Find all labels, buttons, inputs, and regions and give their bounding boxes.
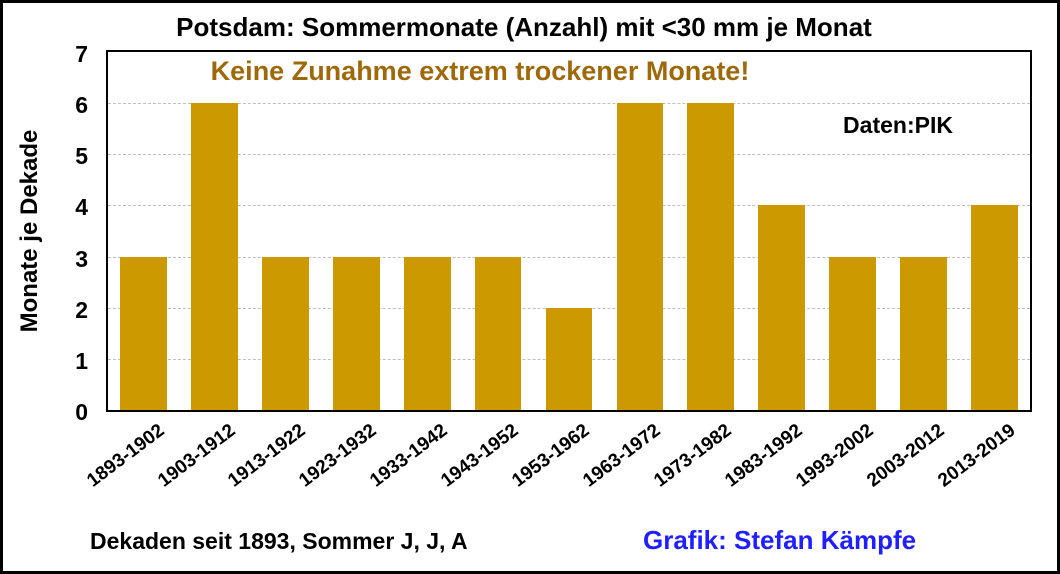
gridline xyxy=(108,256,1030,258)
bar-1943-1952 xyxy=(474,256,522,410)
gridline xyxy=(108,103,1030,105)
x-tick-label: 1983-1992 xyxy=(721,420,807,492)
y-tick-label: 0 xyxy=(75,399,88,425)
x-axis-tick-labels: 1893-1902 1903-1912 1913-1922 1923-1932 1933… xyxy=(83,414,1032,534)
x-tick-label: 1953-1962 xyxy=(508,420,594,492)
bar-1983-1992 xyxy=(758,205,806,410)
bar-1953-1962 xyxy=(545,307,593,410)
x-tick-label: 1963-1972 xyxy=(579,420,665,492)
bar-1923-1932 xyxy=(332,256,380,410)
y-tick-label: 2 xyxy=(75,296,88,323)
bar-2013-2019 xyxy=(971,205,1018,410)
y-axis-title: Monate je Dekade xyxy=(16,129,43,333)
x-tick-label: 2013-2019 xyxy=(933,420,1020,492)
plot-area xyxy=(106,50,1032,412)
bar-2003-2012 xyxy=(900,256,947,410)
bar-1973-1982 xyxy=(687,103,735,410)
y-tick-label: 4 xyxy=(75,194,88,221)
bar-1913-1922 xyxy=(261,256,309,410)
y-tick-label: 1 xyxy=(75,347,88,374)
chart-title: Potsdam: Sommermonate (Anzahl) mit <30 m… xyxy=(176,12,872,42)
gridline xyxy=(108,205,1030,207)
x-axis-caption: Dekaden seit 1893, Sommer J, J, A xyxy=(90,528,468,554)
y-axis-tick-labels: 0 1 2 3 4 5 6 7 xyxy=(48,41,88,425)
bar-1893-1902 xyxy=(120,256,167,410)
y-tick-label: 6 xyxy=(75,92,88,119)
bar-1903-1912 xyxy=(190,103,238,410)
y-tick-label: 3 xyxy=(75,245,88,272)
x-tick-label: 1973-1982 xyxy=(650,420,736,492)
annotation-headline: Keine Zunahme extrem trockener Monate! xyxy=(210,56,750,86)
bar-1933-1942 xyxy=(403,256,451,410)
data-source-label: Daten:PIK xyxy=(843,112,953,138)
gridline xyxy=(108,154,1030,156)
x-tick-label: 1913-1922 xyxy=(224,420,310,492)
x-tick-label: 1943-1952 xyxy=(437,420,523,492)
x-tick-label: 1903-1912 xyxy=(153,420,240,492)
bar-1993-2002 xyxy=(829,256,877,410)
x-tick-label: 1893-1902 xyxy=(82,420,169,492)
x-tick-label: 1923-1932 xyxy=(295,420,381,492)
bar-1963-1972 xyxy=(616,103,664,410)
x-tick-label: 2003-2012 xyxy=(863,420,949,492)
y-tick-label: 7 xyxy=(75,41,88,67)
y-tick-label: 5 xyxy=(75,143,88,170)
x-tick-label: 1933-1942 xyxy=(366,420,452,492)
x-tick-label: 1993-2002 xyxy=(792,420,878,492)
credit-label: Grafik: Stefan Kämpfe xyxy=(643,525,917,555)
